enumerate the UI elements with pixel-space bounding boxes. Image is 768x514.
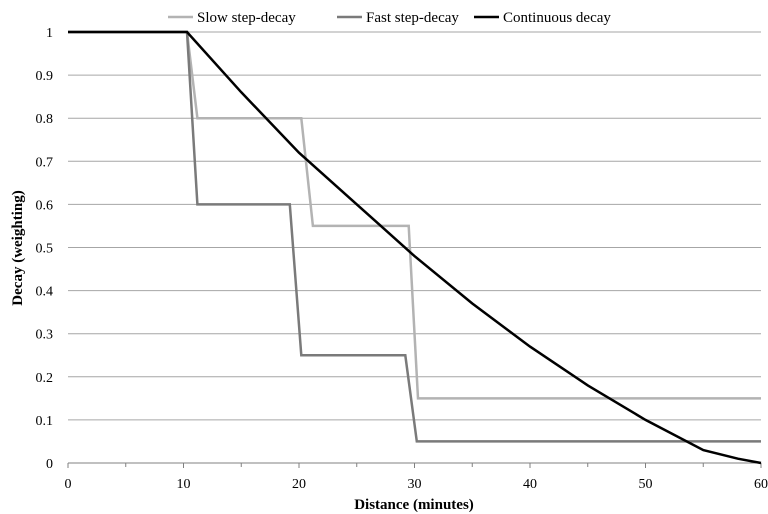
gridlines xyxy=(68,31,761,421)
y-tick-label: 0.6 xyxy=(36,198,54,213)
y-axis-title: Decay (weighting) xyxy=(10,190,26,305)
series-line-slow-step-decay xyxy=(68,30,761,400)
y-tick-label: 0.7 xyxy=(36,155,54,170)
y-tick-label: 0.4 xyxy=(36,285,54,300)
y-tick-label: 0.8 xyxy=(36,112,54,127)
y-tick-label: 0 xyxy=(46,457,53,472)
series-lines xyxy=(68,30,762,465)
axes xyxy=(67,462,762,468)
x-tick-label: 40 xyxy=(523,477,537,492)
y-tick-label: 0.5 xyxy=(36,242,54,257)
legend-label-slow-step-decay: Slow step-decay xyxy=(197,10,296,26)
x-tick-label: 0 xyxy=(65,477,72,492)
x-tick-labels: 0 10 20 30 40 50 60 xyxy=(65,477,768,492)
legend: Slow step-decay Fast step-decay Continuous… xyxy=(168,10,611,26)
x-tick-label: 30 xyxy=(408,477,422,492)
series-line-fast-step-decay xyxy=(68,30,761,443)
y-tick-label: 0.9 xyxy=(36,69,54,84)
y-tick-label: 0.3 xyxy=(36,328,54,343)
y-tick-label: 0.2 xyxy=(36,371,54,386)
y-tick-label: 1 xyxy=(46,26,53,41)
y-tick-labels: 0 0.1 0.2 0.3 0.4 0.5 0.6 0.7 0.8 0.9 1 xyxy=(36,26,54,472)
x-tick-label: 60 xyxy=(754,477,768,492)
x-tick-label: 10 xyxy=(177,477,191,492)
legend-label-continuous-decay: Continuous decay xyxy=(503,10,611,26)
x-tick-label: 20 xyxy=(292,477,306,492)
series-line-continuous-decay xyxy=(68,30,762,465)
x-axis-title: Distance (minutes) xyxy=(354,497,474,513)
legend-label-fast-step-decay: Fast step-decay xyxy=(366,10,459,26)
y-tick-label: 0.1 xyxy=(36,414,54,429)
x-tick-label: 50 xyxy=(639,477,653,492)
